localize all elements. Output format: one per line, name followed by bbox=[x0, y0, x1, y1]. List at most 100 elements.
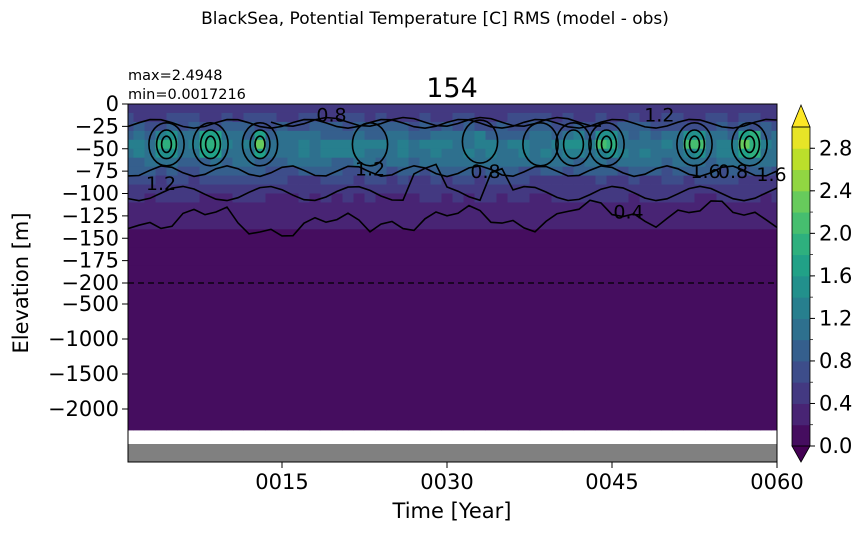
heatmap-cell bbox=[617, 215, 629, 230]
heatmap-cell bbox=[705, 247, 717, 266]
heatmap-cell bbox=[639, 175, 651, 185]
contour-ring-mid bbox=[249, 129, 271, 160]
heatmap-cell bbox=[496, 104, 508, 114]
heatmap-cell bbox=[133, 184, 145, 194]
min-stat: min=0.0017216 bbox=[128, 87, 246, 103]
heatmap-cell bbox=[210, 184, 222, 194]
heatmap-cell bbox=[276, 283, 288, 431]
heatmap-cell bbox=[254, 157, 266, 168]
plot-area: 0.8 1.21.21.2 0.8 1.60.8 1.60.4 bbox=[127, 103, 787, 463]
heatmap-cell bbox=[639, 215, 651, 230]
heatmap-cell bbox=[507, 157, 519, 168]
heatmap-cell bbox=[716, 104, 728, 114]
colorbar-segment bbox=[792, 233, 810, 256]
heatmap-cell bbox=[738, 130, 750, 141]
heatmap-cell bbox=[265, 265, 277, 284]
heatmap-cell bbox=[254, 166, 266, 176]
heatmap-cell bbox=[672, 104, 684, 114]
heatmap-cell bbox=[705, 104, 717, 114]
heatmap-cell bbox=[760, 184, 772, 194]
heatmap-cell bbox=[485, 283, 497, 431]
heatmap-cell bbox=[573, 130, 585, 141]
heatmap-cell bbox=[243, 130, 255, 141]
heatmap-cell bbox=[518, 157, 530, 168]
heatmap-cell bbox=[210, 265, 222, 284]
heatmap-cell bbox=[155, 175, 167, 185]
heatmap-cell bbox=[551, 229, 563, 248]
heatmap-cell bbox=[606, 121, 618, 132]
heatmap-cell bbox=[221, 121, 233, 132]
heatmap-cell bbox=[694, 202, 706, 217]
colorbar-tick-label: 2.0 bbox=[819, 221, 852, 245]
heatmap-cell bbox=[573, 175, 585, 185]
heatmap-cell bbox=[639, 247, 651, 266]
heatmap-cell bbox=[584, 184, 596, 194]
heatmap-cell bbox=[375, 265, 387, 284]
contour-label: 1.6 bbox=[690, 161, 720, 183]
heatmap-cell bbox=[276, 175, 288, 185]
heatmap-cell bbox=[128, 112, 134, 123]
heatmap-cell bbox=[155, 283, 167, 431]
heatmap-cell bbox=[683, 247, 695, 266]
heatmap-cell bbox=[661, 175, 673, 185]
heatmap-cell bbox=[342, 104, 354, 114]
heatmap-cell bbox=[430, 112, 442, 123]
heatmap-cell bbox=[331, 130, 343, 141]
heatmap-cell bbox=[210, 215, 222, 230]
colorbar-segment bbox=[792, 360, 810, 383]
heatmap-cell bbox=[199, 184, 211, 194]
heatmap-cell bbox=[606, 166, 618, 176]
heatmap-cell bbox=[529, 157, 541, 168]
heatmap-cell bbox=[496, 193, 508, 203]
heatmap-cell bbox=[694, 247, 706, 266]
heatmap-cell bbox=[529, 184, 541, 194]
heatmap-cell bbox=[573, 104, 585, 114]
heatmap-cell bbox=[144, 175, 156, 185]
heatmap-cell bbox=[628, 265, 640, 284]
heatmap-cell bbox=[155, 229, 167, 248]
heatmap-cell bbox=[496, 229, 508, 248]
heatmap-cell bbox=[452, 130, 464, 141]
heatmap-cell bbox=[133, 202, 145, 217]
heatmap-cell bbox=[738, 202, 750, 217]
heatmap-cell bbox=[584, 175, 596, 185]
heatmap-cell bbox=[375, 139, 387, 150]
contour-ring-outer bbox=[588, 122, 625, 167]
heatmap-cell bbox=[463, 166, 475, 176]
heatmap-cell bbox=[617, 193, 629, 203]
heatmap-cell bbox=[232, 229, 244, 248]
heatmap-cell bbox=[551, 121, 563, 132]
colorbar-tick-label: 1.2 bbox=[819, 306, 852, 330]
heatmap-cell bbox=[166, 265, 178, 284]
heatmap-cell bbox=[144, 112, 156, 123]
heatmap-cell bbox=[419, 148, 431, 159]
heatmap-cell bbox=[309, 175, 321, 185]
heatmap-cell bbox=[628, 130, 640, 141]
heatmap-cell bbox=[529, 166, 541, 176]
heatmap-cell bbox=[496, 202, 508, 217]
heatmap-cell bbox=[320, 283, 332, 431]
heatmap-cell bbox=[144, 247, 156, 266]
heatmap-cell bbox=[672, 247, 684, 266]
x-tick-label: 0045 bbox=[585, 470, 638, 494]
heatmap-cell bbox=[727, 202, 739, 217]
heatmap-cell bbox=[628, 193, 640, 203]
heatmap-cell bbox=[419, 229, 431, 248]
heatmap-cell bbox=[628, 202, 640, 217]
heatmap-cell bbox=[298, 202, 310, 217]
heatmap-cell bbox=[188, 112, 200, 123]
heatmap-cell bbox=[716, 112, 728, 123]
heatmap-cell bbox=[507, 175, 519, 185]
heatmap-cell bbox=[309, 112, 321, 123]
heatmap-cell bbox=[265, 130, 277, 141]
heatmap-cell bbox=[529, 283, 541, 431]
heatmap-cell bbox=[155, 247, 167, 266]
heatmap-cell bbox=[375, 148, 387, 159]
heatmap-cell bbox=[518, 139, 530, 150]
heatmap-cell bbox=[595, 121, 607, 132]
heatmap-cell bbox=[485, 265, 497, 284]
heatmap-cell bbox=[727, 184, 739, 194]
heatmap-cell bbox=[463, 202, 475, 217]
heatmap-cell bbox=[298, 148, 310, 159]
heatmap-cell bbox=[716, 193, 728, 203]
